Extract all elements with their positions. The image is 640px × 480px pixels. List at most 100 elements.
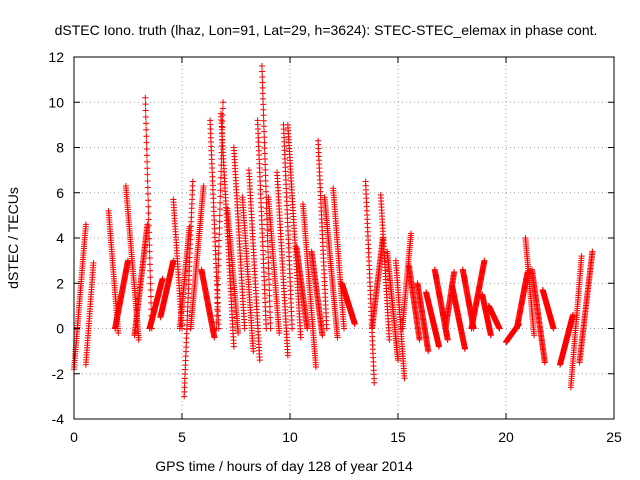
data-point bbox=[144, 190, 151, 197]
data-point bbox=[250, 348, 257, 355]
data-point bbox=[143, 120, 149, 127]
data-point bbox=[115, 330, 122, 337]
data-point bbox=[262, 172, 269, 179]
data-point bbox=[143, 133, 150, 140]
data-point bbox=[481, 257, 488, 264]
data-point bbox=[146, 261, 153, 268]
data-point bbox=[323, 325, 330, 332]
data-point bbox=[578, 253, 585, 260]
data-point bbox=[266, 292, 273, 299]
data-point bbox=[541, 359, 548, 366]
y-tick-label: 10 bbox=[48, 94, 64, 110]
y-tick-label: 8 bbox=[56, 140, 64, 156]
data-point bbox=[145, 203, 152, 210]
data-point bbox=[266, 303, 273, 310]
data-point bbox=[262, 183, 269, 190]
data-point bbox=[220, 99, 227, 106]
data-point bbox=[213, 325, 220, 332]
data-point bbox=[262, 166, 269, 173]
y-tick-label: -2 bbox=[52, 366, 65, 382]
data-point bbox=[215, 268, 222, 275]
chart-title: dSTEC Iono. truth (lhaz, Lon=91, Lat=29,… bbox=[55, 22, 598, 38]
data-point bbox=[216, 237, 223, 244]
data-point bbox=[401, 375, 408, 382]
grid-lines bbox=[74, 57, 614, 419]
x-tick-label: 25 bbox=[606, 429, 622, 445]
data-point bbox=[260, 112, 267, 119]
data-point bbox=[259, 79, 266, 86]
data-point bbox=[241, 325, 248, 332]
data-point bbox=[264, 227, 271, 234]
data-point bbox=[146, 254, 153, 261]
x-tick-label: 10 bbox=[282, 429, 298, 445]
data-point bbox=[211, 334, 218, 341]
axis-ticks bbox=[73, 56, 615, 420]
y-tick-label: 6 bbox=[56, 185, 64, 201]
data-point bbox=[312, 363, 319, 370]
data-point bbox=[82, 221, 89, 228]
data-point bbox=[263, 188, 270, 195]
data-point bbox=[531, 332, 538, 339]
data-point bbox=[267, 325, 274, 332]
data-point bbox=[189, 178, 196, 185]
data-point bbox=[145, 216, 152, 223]
data-point bbox=[217, 199, 224, 206]
data-point bbox=[265, 259, 272, 266]
data-point bbox=[148, 299, 155, 306]
data-point bbox=[143, 152, 150, 159]
data-point bbox=[146, 229, 153, 236]
data-point bbox=[451, 268, 458, 275]
data-point bbox=[266, 281, 273, 288]
data-point bbox=[266, 298, 273, 305]
data-point bbox=[217, 180, 224, 187]
data-point bbox=[216, 206, 223, 213]
data-point bbox=[260, 95, 266, 102]
data-point bbox=[436, 343, 443, 350]
data-point bbox=[261, 134, 268, 141]
data-point bbox=[276, 330, 283, 337]
data-point bbox=[258, 63, 265, 70]
data-point bbox=[265, 276, 272, 283]
data-point bbox=[341, 325, 347, 332]
data-point bbox=[215, 256, 222, 263]
data-point bbox=[589, 248, 596, 255]
data-point bbox=[147, 287, 154, 294]
data-points bbox=[71, 63, 596, 400]
data-point bbox=[261, 128, 268, 135]
data-point bbox=[216, 231, 223, 238]
data-point bbox=[144, 221, 151, 228]
data-point bbox=[262, 177, 269, 184]
data-point bbox=[143, 139, 150, 146]
y-tick-label: 12 bbox=[48, 49, 64, 65]
data-point bbox=[284, 352, 291, 359]
data-point bbox=[143, 126, 150, 133]
data-point bbox=[143, 146, 150, 153]
data-point bbox=[214, 294, 221, 301]
data-point bbox=[215, 275, 221, 282]
data-point bbox=[146, 242, 153, 249]
data-point bbox=[262, 161, 269, 168]
data-point bbox=[265, 265, 272, 272]
data-point bbox=[386, 336, 393, 343]
data-point bbox=[144, 165, 151, 172]
data-point bbox=[371, 379, 378, 386]
data-point bbox=[266, 287, 273, 294]
data-point bbox=[147, 267, 154, 274]
y-tick-label: -4 bbox=[52, 411, 65, 427]
data-point bbox=[261, 150, 268, 157]
data-point bbox=[304, 325, 311, 332]
data-point bbox=[213, 312, 220, 319]
data-point bbox=[550, 325, 557, 332]
data-point bbox=[145, 197, 152, 204]
data-point bbox=[170, 257, 177, 264]
data-point bbox=[200, 182, 207, 189]
data-point bbox=[216, 212, 223, 219]
data-point bbox=[264, 238, 271, 245]
data-point bbox=[144, 184, 151, 191]
y-tick-label: 2 bbox=[56, 275, 64, 291]
data-point bbox=[142, 101, 149, 108]
data-point bbox=[215, 250, 222, 257]
data-point bbox=[297, 334, 304, 341]
data-point bbox=[214, 306, 221, 313]
